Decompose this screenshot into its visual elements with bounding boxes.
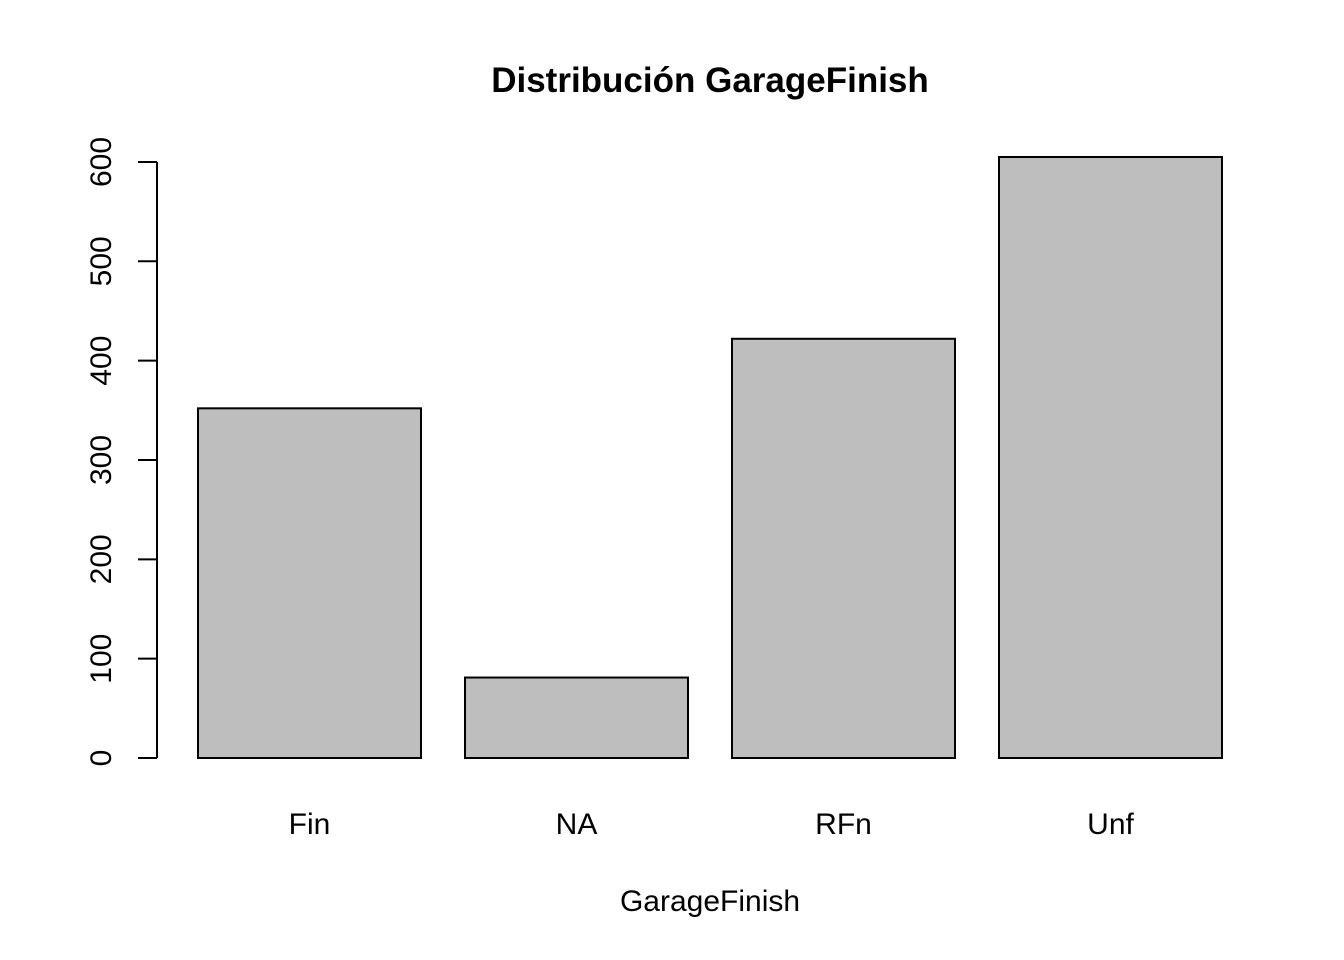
x-tick-label-fin: Fin: [289, 808, 331, 841]
y-tick-label-600: 600: [85, 137, 118, 187]
bar-fin: [197, 407, 422, 759]
y-axis: 0 100 200 300 400 500 600: [85, 137, 158, 767]
y-tick-label-200: 200: [85, 534, 118, 584]
y-tick-label-100: 100: [85, 634, 118, 684]
bar-na: [464, 676, 689, 759]
y-tick-label-0: 0: [85, 750, 118, 767]
bar-rfn: [731, 337, 956, 759]
y-tick-label-300: 300: [85, 435, 118, 485]
x-tick-label-rfn: RFn: [815, 808, 872, 841]
chart-title: Distribución GarageFinish: [491, 61, 929, 100]
x-tick-label-na: NA: [556, 808, 598, 841]
x-tick-labels: Fin NA RFn Unf: [289, 808, 1135, 841]
y-tick-label-400: 400: [85, 336, 118, 386]
x-tick-label-unf: Unf: [1087, 808, 1134, 841]
y-tick-label-500: 500: [85, 236, 118, 286]
bar-unf: [998, 156, 1223, 759]
bars-group: [197, 156, 1223, 759]
x-axis-label: GarageFinish: [620, 885, 800, 918]
